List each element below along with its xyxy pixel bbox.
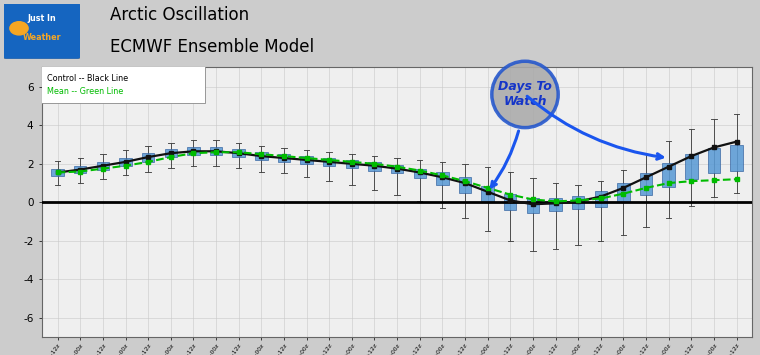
Bar — [97, 162, 109, 170]
FancyBboxPatch shape — [3, 3, 81, 59]
Circle shape — [10, 22, 28, 35]
Bar — [413, 169, 426, 178]
Bar — [391, 165, 404, 174]
Bar — [708, 148, 720, 174]
Bar — [617, 183, 629, 202]
FancyBboxPatch shape — [35, 65, 205, 103]
Bar — [255, 152, 268, 160]
Bar — [663, 163, 675, 187]
Bar — [572, 196, 584, 209]
Text: ECMWF Ensemble Model: ECMWF Ensemble Model — [110, 38, 315, 56]
Text: Mean -- Green Line: Mean -- Green Line — [47, 87, 124, 96]
Bar — [210, 147, 222, 155]
Bar — [481, 186, 494, 202]
Bar — [300, 156, 313, 164]
Bar — [277, 154, 290, 162]
Bar — [119, 158, 131, 166]
Text: Control -- Black Line: Control -- Black Line — [47, 74, 128, 83]
Bar — [459, 177, 471, 193]
Bar — [436, 173, 448, 185]
Bar — [165, 149, 177, 157]
Bar — [233, 149, 245, 157]
Bar — [594, 191, 607, 207]
Text: Arctic Oscillation: Arctic Oscillation — [110, 6, 249, 24]
Text: Just In: Just In — [27, 15, 56, 23]
Text: Weather: Weather — [23, 33, 61, 42]
Bar — [730, 146, 743, 170]
Bar — [504, 194, 517, 210]
Text: Days To
Watch: Days To Watch — [492, 81, 552, 187]
Bar — [640, 174, 652, 195]
Bar — [323, 158, 335, 166]
Bar — [369, 162, 381, 170]
Bar — [187, 147, 200, 155]
Bar — [52, 169, 64, 176]
Bar — [527, 198, 539, 213]
Bar — [142, 153, 154, 162]
Bar — [549, 198, 562, 211]
Bar — [74, 166, 87, 174]
Bar — [346, 160, 358, 168]
Bar — [685, 154, 698, 179]
